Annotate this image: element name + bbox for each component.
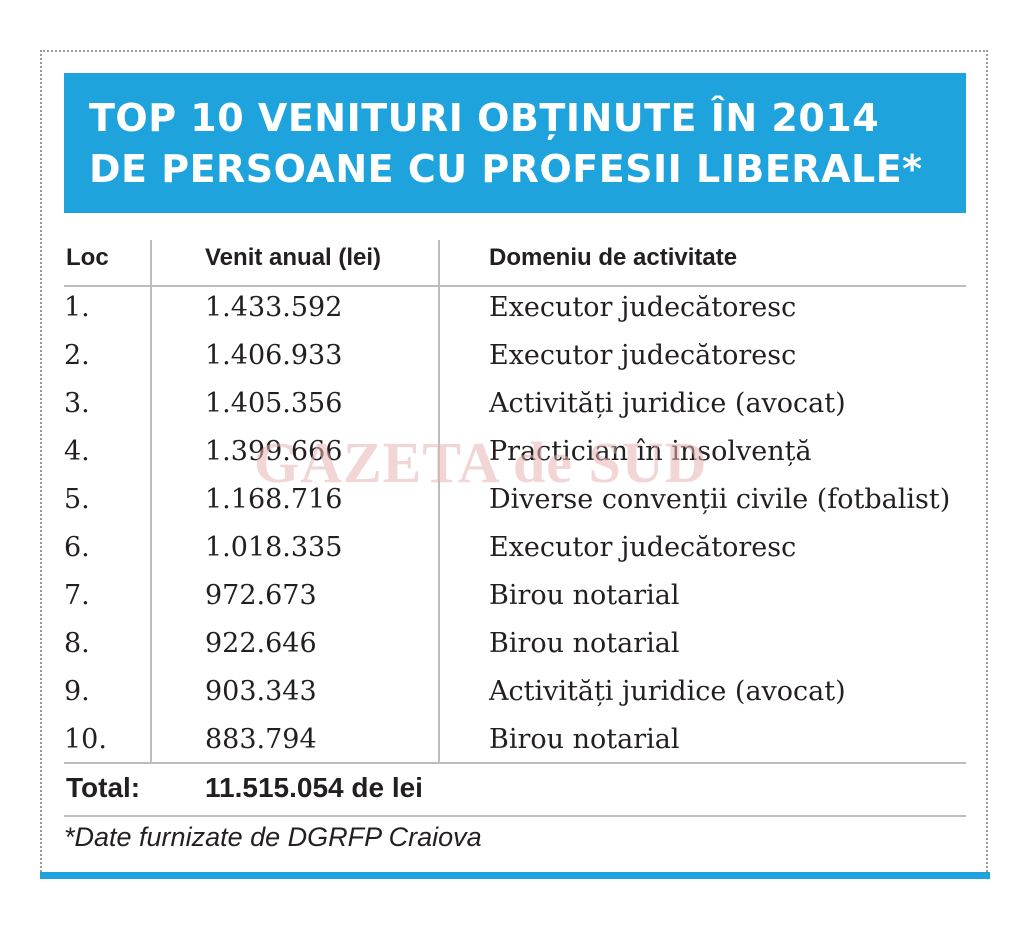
- watermark: GAZETA de SUD: [254, 430, 708, 495]
- cell-venit: 1.405.356: [205, 388, 343, 419]
- title-banner: TOP 10 VENITURI OBȚINUTE ÎN 2014 DE PERS…: [64, 73, 966, 213]
- cell-venit: 972.673: [205, 580, 317, 611]
- cell-loc: 6.: [64, 532, 90, 563]
- cell-domeniu: Activități juridice (avocat): [489, 388, 846, 419]
- title-line-2: DE PERSOANE CU PROFESII LIBERALE*: [89, 147, 923, 191]
- cell-domeniu: Executor judecătoresc: [489, 292, 797, 323]
- cell-venit: 903.343: [205, 676, 317, 707]
- column-header-venit: Venit anual (lei): [205, 244, 382, 271]
- cell-loc: 7.: [64, 580, 90, 611]
- cell-domeniu: Executor judecătoresc: [489, 340, 797, 371]
- column-divider-2: [438, 240, 440, 762]
- column-divider-1: [150, 240, 152, 762]
- bottom-rule: [40, 872, 990, 879]
- cell-venit: 1.433.592: [205, 292, 343, 323]
- cell-venit: 922.646: [205, 628, 317, 659]
- cell-loc: 8.: [64, 628, 90, 659]
- cell-venit: 1.018.335: [205, 532, 343, 563]
- cell-domeniu: Birou notarial: [489, 628, 680, 659]
- cell-domeniu: Practician în insolvență: [489, 436, 812, 467]
- cell-loc: 10.: [64, 724, 107, 755]
- total-value: 11.515.054 de lei: [205, 772, 423, 803]
- cell-domeniu: Birou notarial: [489, 724, 680, 755]
- footnote: *Date furnizate de DGRFP Craiova: [64, 822, 482, 852]
- cell-loc: 3.: [64, 388, 90, 419]
- column-header-domeniu: Domeniu de activitate: [489, 244, 738, 271]
- cell-venit: 1.399.666: [205, 436, 343, 467]
- cell-venit: 1.406.933: [205, 340, 343, 371]
- header-divider: [64, 285, 966, 287]
- cell-venit: 883.794: [205, 724, 317, 755]
- cell-loc: 2.: [64, 340, 90, 371]
- cell-domeniu: Diverse convenții civile (fotbalist): [489, 484, 951, 515]
- cell-loc: 5.: [64, 484, 90, 515]
- cell-venit: 1.168.716: [205, 484, 343, 515]
- cell-domeniu: Activități juridice (avocat): [489, 676, 846, 707]
- cell-loc: 1.: [64, 292, 90, 323]
- cell-domeniu: Birou notarial: [489, 580, 680, 611]
- cell-domeniu: Executor judecătoresc: [489, 532, 797, 563]
- cell-loc: 4.: [64, 436, 90, 467]
- column-header-loc: Loc: [66, 244, 109, 271]
- cell-loc: 9.: [64, 676, 90, 707]
- total-divider: [64, 762, 966, 764]
- total-label: Total:: [66, 772, 141, 803]
- title-line-1: TOP 10 VENITURI OBȚINUTE ÎN 2014: [89, 96, 880, 140]
- footnote-divider: [64, 815, 966, 817]
- infographic-frame: [40, 50, 988, 876]
